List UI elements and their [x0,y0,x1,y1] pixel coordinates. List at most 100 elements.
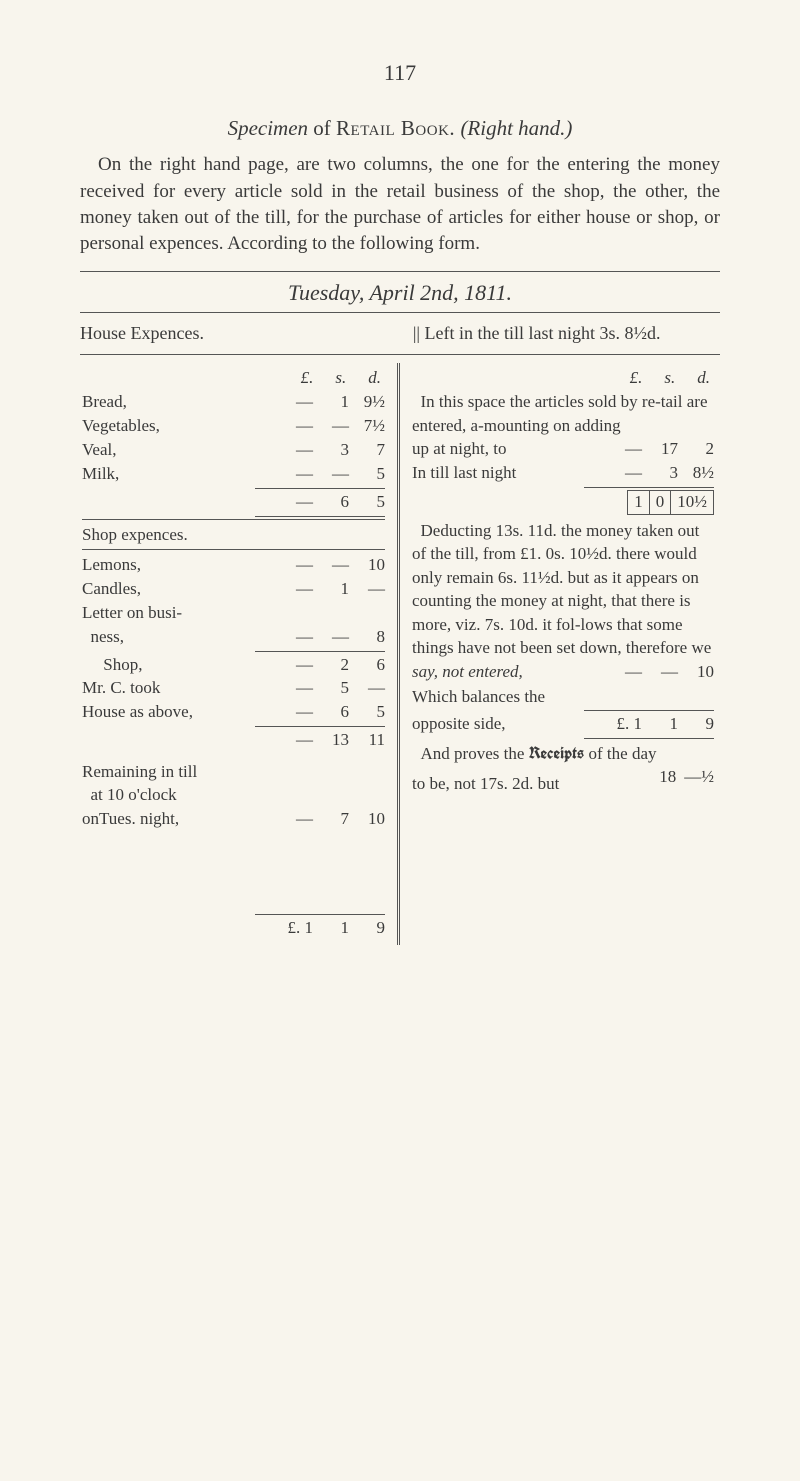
txt: of the day [584,744,656,763]
lbl: Bread, [82,391,265,414]
line-veg: Vegetables, ——7½ [82,415,385,438]
box-c: 10½ [671,491,713,514]
v: 6 [357,654,385,677]
lbl: to be, not 17s. 2d. but [412,773,594,796]
v: — [285,415,313,438]
page: 117 Specimen of Retail Book. (Right hand… [0,0,800,1481]
v: 1 [650,713,678,736]
v: 5 [357,701,385,724]
v: £. 1 [614,713,642,736]
title-right-hand: (Right hand.) [455,116,572,140]
v: — [357,578,385,601]
v: — [285,729,313,752]
v: 13 [321,729,349,752]
shop-expences-label: Shop expences. [82,524,385,547]
rule [255,516,385,517]
rule [255,914,385,915]
lbl: Candles, [82,578,265,601]
box-b: 0 [650,491,672,514]
v: 7 [357,439,385,462]
lbl: Mr. C. took [82,677,265,700]
r-p4: And proves the Receipts of the day [412,741,714,765]
line-bread: Bread, —19½ [82,391,385,414]
line-mrc: Mr. C. took —5— [82,677,385,700]
boxed-total: 1 0 10½ [412,490,714,515]
cur-d: d. [697,367,710,390]
v: — [285,701,313,724]
v: 9 [357,917,385,940]
lbl: Veal, [82,439,265,462]
title: Specimen of Retail Book. (Right hand.) [80,114,720,142]
r-line-up: up at night, to — 17 2 [412,438,714,461]
title-specimen: Specimen [228,116,308,140]
txt: In this space the articles sold by re-ta… [412,392,708,434]
rule-top [80,271,720,272]
cur-s: s. [335,367,346,390]
txt: And proves the [421,744,529,763]
intro-paragraph: On the right hand page, are two columns,… [80,152,720,257]
line-milk: Milk, ——5 [82,463,385,486]
v: — [285,626,313,649]
header-left: House Expences. [80,323,387,344]
lbl: onTues. night, [82,808,265,831]
lbl: Lemons, [82,554,265,577]
line-letter1: Letter on busi- [82,602,385,625]
rule [255,651,385,652]
v: — [285,391,313,414]
v: 1 [321,578,349,601]
v: 8½ [686,462,714,485]
v: £. 1 [285,917,313,940]
rule [584,710,714,711]
line-remain3: onTues. night, — 7 10 [82,808,385,831]
v: 10 [357,554,385,577]
v: — [650,661,678,684]
v: 6 [321,701,349,724]
lbl: up at night, to [412,438,594,461]
v: 2 [321,654,349,677]
v: 1 [321,391,349,414]
v: 2 [686,438,714,461]
r-line-last: to be, not 17s. 2d. but 18—½ [412,766,714,796]
rule-under-date [80,312,720,313]
v: — [285,439,313,462]
v: — [285,554,313,577]
rule [584,487,714,488]
v: — [357,677,385,700]
v: — [614,438,642,461]
rule [584,738,714,739]
v: 1 [321,917,349,940]
v: — [285,463,313,486]
v: 7 [321,808,349,831]
v: — [285,808,313,831]
title-of: of [308,116,336,140]
v: —½ [684,766,714,789]
v: 10 [357,808,385,831]
header-right-text: Left in the till last night 3s. 8½d. [425,323,661,343]
rule [82,519,385,520]
v: 6 [321,491,349,514]
v: — [285,578,313,601]
cur-L: £. [630,367,643,390]
currency-header-left: £. s. d. [82,367,385,390]
r-line-opp: opposite side, £. 119 [412,713,714,736]
lbl: Shop, [82,654,265,677]
cur-s: s. [664,367,675,390]
page-number: 117 [80,60,720,86]
line-total: £. 1 19 [82,917,385,940]
lbl: Letter on busi- [82,602,265,625]
column-headers: House Expences. || Left in the till last… [80,321,720,348]
v: — [321,415,349,438]
header-right: || Left in the till last night 3s. 8½d. [413,323,720,344]
v: 17 [650,438,678,461]
v: 11 [357,729,385,752]
line-sub1: —65 [82,491,385,514]
lbl: say, not entered, [412,661,594,684]
r-p1: In this space the articles sold by re-ta… [412,390,714,437]
date-line: Tuesday, April 2nd, 1811. [80,280,720,306]
lbl: ness, [82,626,265,649]
lbl: In till last night [412,462,594,485]
lbl: opposite side, [412,713,594,736]
v: 10 [686,661,714,684]
line-house: House as above, —65 [82,701,385,724]
title-retail: Retail Book. [336,116,455,140]
